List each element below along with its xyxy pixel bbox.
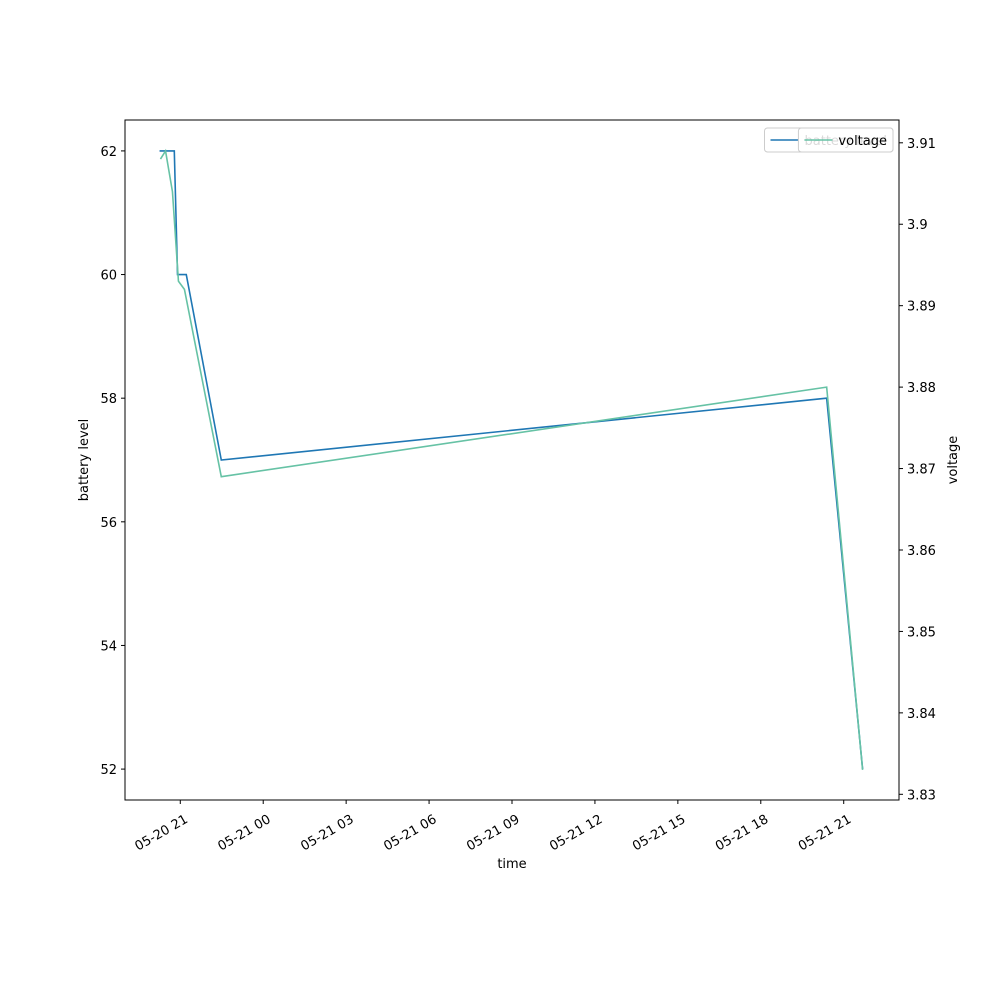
- y2-tick-label: 3.86: [907, 544, 936, 559]
- y-tick-label: 54: [100, 639, 117, 654]
- x-tick-label: 05-21 18: [713, 812, 771, 854]
- x-tick-label: 05-21 06: [381, 812, 439, 854]
- y-tick-label: 58: [100, 392, 117, 407]
- legend-box: [797, 127, 894, 153]
- x-tick-label: 05-21 21: [796, 812, 854, 854]
- y2-axis-label: voltage: [946, 436, 961, 485]
- y2-tick-label: 3.9: [907, 218, 928, 233]
- y-tick-label: 62: [100, 145, 117, 160]
- x-tick-label: 05-21 00: [215, 812, 273, 854]
- legend-label: voltage: [838, 134, 887, 149]
- y-axis-label: battery level: [77, 419, 92, 502]
- x-tick-label: 05-21 09: [464, 812, 522, 854]
- y2-tick-label: 3.88: [907, 381, 936, 396]
- y-tick-label: 56: [100, 516, 117, 531]
- data-line: [159, 148, 864, 770]
- y2-tick-label: 3.91: [907, 137, 936, 152]
- x-tick-label: 05-21 12: [547, 812, 605, 854]
- x-tick-label: 05-21 15: [630, 812, 688, 854]
- y2-tick-label: 3.87: [907, 463, 936, 478]
- x-tick-label: 05-21 03: [298, 812, 356, 854]
- plot-frame: [124, 119, 900, 801]
- y2-tick-label: 3.89: [907, 300, 936, 315]
- y-tick-label: 60: [100, 269, 117, 284]
- data-line: [159, 150, 864, 770]
- x-axis-label: time: [497, 857, 526, 872]
- x-tick-label: 05-20 21: [133, 812, 191, 854]
- y-tick-label: 52: [100, 763, 117, 778]
- y2-tick-label: 3.85: [907, 625, 936, 640]
- y2-tick-label: 3.83: [907, 788, 936, 803]
- legend: voltage: [797, 127, 894, 153]
- y2-tick-label: 3.84: [907, 707, 936, 722]
